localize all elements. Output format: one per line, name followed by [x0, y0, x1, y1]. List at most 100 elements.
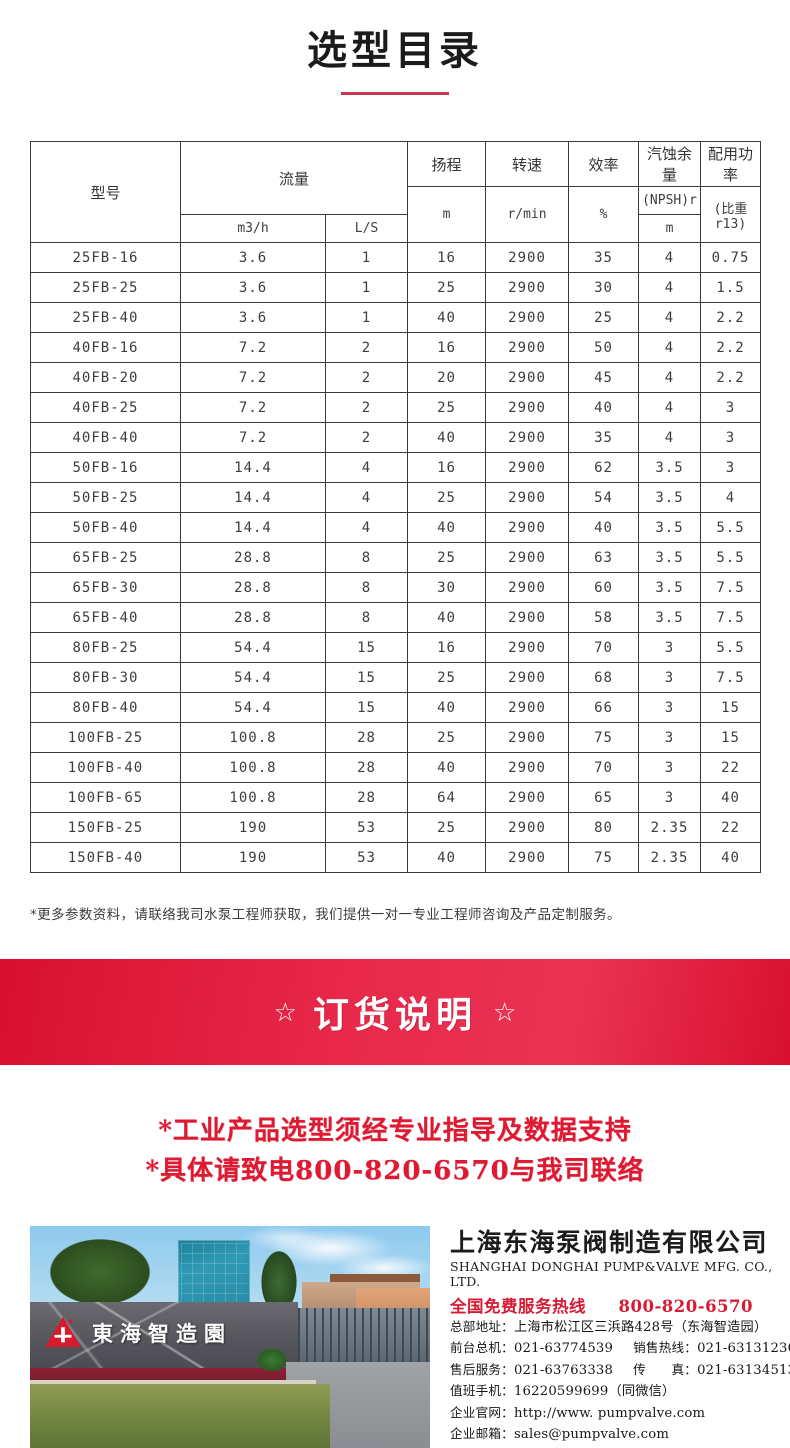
contact-line: 企业官网：http://www. pumpvalve.com — [450, 1403, 790, 1424]
cell-speed: 2900 — [485, 512, 570, 543]
tree-icon — [36, 1225, 166, 1308]
cell-flow-ls: 2 — [324, 332, 409, 363]
contact-label: 企业官网： — [450, 1404, 514, 1420]
cell-flow-ls: 15 — [324, 632, 409, 663]
cell-npsh: 4 — [638, 362, 702, 393]
table-row: 25FB-25 3.6 1 25 2900 30 4 1.5 — [30, 272, 762, 303]
cell-head: 40 — [407, 842, 487, 873]
cell-speed: 2900 — [485, 332, 570, 363]
table-row: 150FB-25 190 53 25 2900 80 2.35 22 — [30, 812, 762, 843]
cell-head: 30 — [407, 572, 487, 603]
contact-line: 总部地址：上海市松江区三浜路428号（东海智造园） — [450, 1317, 790, 1338]
cell-flow-ls: 1 — [324, 302, 409, 333]
cell-npsh: 4 — [638, 392, 702, 423]
cell-efficiency: 45 — [568, 362, 640, 393]
cell-flow-m3h: 100.8 — [180, 782, 326, 813]
cell-flow-m3h: 3.6 — [180, 242, 326, 273]
cell-flow-m3h: 100.8 — [180, 722, 326, 753]
cell-power: 1.5 — [700, 272, 762, 303]
star-left-icon: ☆ — [273, 997, 297, 1027]
cell-speed: 2900 — [485, 422, 570, 453]
cell-power: 4 — [700, 482, 762, 513]
cell-model: 65FB-25 — [30, 542, 181, 573]
cell-flow-ls: 4 — [324, 512, 409, 543]
contact-label-secondary: 传 真： — [633, 1361, 698, 1377]
cell-efficiency: 50 — [568, 332, 640, 363]
contact-label: 前台总机： — [450, 1340, 514, 1356]
cell-flow-ls: 53 — [324, 842, 409, 873]
cell-flow-ls: 15 — [324, 662, 409, 693]
contact-value: 021-63774539 — [513, 1341, 614, 1357]
company-gate-photo: 東海智造園 — [30, 1225, 430, 1448]
contact-value: sales@pumpvalve.com — [513, 1426, 670, 1442]
col-header-flow: 流量 — [179, 141, 409, 215]
cell-flow-ls: 4 — [324, 482, 409, 513]
cell-speed: 2900 — [485, 782, 570, 813]
unit-power: (比重 r13) — [700, 186, 762, 243]
cell-flow-ls: 2 — [324, 362, 409, 393]
table-row: 65FB-40 28.8 8 40 2900 58 3.5 7.5 — [30, 602, 762, 633]
table-row: 100FB-25 100.8 28 25 2900 75 3 15 — [30, 722, 762, 753]
cell-power: 2.2 — [700, 302, 762, 333]
contact-label: 值班手机： — [450, 1383, 514, 1399]
col-header-efficiency: 效率 — [568, 141, 640, 187]
notice-line-1: *工业产品选型须经专业指导及数据支持 — [158, 1116, 632, 1146]
hotline-label: 全国免费服务热线 — [450, 1297, 586, 1317]
contact-line: 值班手机：16220599699（同微信） — [450, 1381, 790, 1402]
cell-npsh: 2.35 — [638, 842, 702, 873]
table-row: 40FB-16 7.2 2 16 2900 50 4 2.2 — [30, 332, 762, 363]
order-instructions-banner: ☆ 订货说明 ☆ — [0, 959, 790, 1065]
cell-npsh: 4 — [638, 272, 702, 303]
cell-head: 25 — [407, 812, 487, 843]
cell-flow-ls: 28 — [324, 752, 409, 783]
cell-head: 40 — [407, 602, 487, 633]
table-row: 100FB-65 100.8 28 64 2900 65 3 40 — [30, 782, 762, 813]
cell-efficiency: 54 — [568, 482, 640, 513]
col-header-npsh: 汽蚀余量 — [638, 141, 702, 187]
cell-power: 3 — [700, 422, 762, 453]
table-row: 150FB-40 190 53 40 2900 75 2.35 40 — [30, 842, 762, 873]
cell-head: 25 — [407, 392, 487, 423]
cell-npsh: 4 — [638, 302, 702, 333]
donghai-logo-icon — [45, 1316, 81, 1347]
cell-speed: 2900 — [485, 842, 570, 873]
cell-flow-m3h: 3.6 — [180, 302, 326, 333]
cell-speed: 2900 — [485, 452, 570, 483]
cell-power: 2.2 — [700, 332, 762, 363]
cell-flow-m3h: 7.2 — [180, 332, 326, 363]
cell-flow-ls: 1 — [324, 272, 409, 303]
cell-head: 16 — [407, 332, 487, 363]
cell-power: 7.5 — [700, 572, 762, 603]
cell-flow-m3h: 7.2 — [180, 362, 326, 393]
cell-flow-ls: 2 — [324, 392, 409, 423]
cell-efficiency: 30 — [568, 272, 640, 303]
cell-efficiency: 75 — [568, 722, 640, 753]
cell-head: 16 — [407, 632, 487, 663]
cell-model: 50FB-25 — [30, 482, 181, 513]
cell-power: 22 — [700, 812, 762, 843]
contact-label: 售后服务： — [450, 1361, 514, 1377]
cell-model: 40FB-16 — [30, 332, 181, 363]
cell-model: 25FB-16 — [30, 242, 181, 273]
cell-flow-ls: 8 — [324, 542, 409, 573]
cell-flow-ls: 4 — [324, 452, 409, 483]
fence-shape — [298, 1307, 430, 1362]
cell-efficiency: 70 — [568, 632, 640, 663]
cell-efficiency: 65 — [568, 782, 640, 813]
cell-model: 40FB-20 — [30, 362, 181, 393]
cell-npsh: 3.5 — [638, 482, 702, 513]
cell-npsh: 3 — [638, 662, 702, 693]
cell-efficiency: 66 — [568, 692, 640, 723]
cell-speed: 2900 — [485, 272, 570, 303]
cell-flow-m3h: 54.4 — [180, 662, 326, 693]
contact-label: 企业邮箱： — [450, 1425, 514, 1441]
cell-flow-m3h: 14.4 — [180, 512, 326, 543]
company-name-cn: 上海东海泵阀制造有限公司 — [450, 1227, 769, 1257]
cell-power: 2.2 — [700, 362, 762, 393]
table-row: 50FB-16 14.4 4 16 2900 62 3.5 3 — [30, 452, 762, 483]
cell-model: 65FB-30 — [30, 572, 181, 603]
cell-flow-ls: 28 — [324, 722, 409, 753]
cell-model: 65FB-40 — [30, 602, 181, 633]
cell-npsh: 3.5 — [638, 572, 702, 603]
contact-line: 企业邮箱：sales@pumpvalve.com — [450, 1424, 790, 1445]
